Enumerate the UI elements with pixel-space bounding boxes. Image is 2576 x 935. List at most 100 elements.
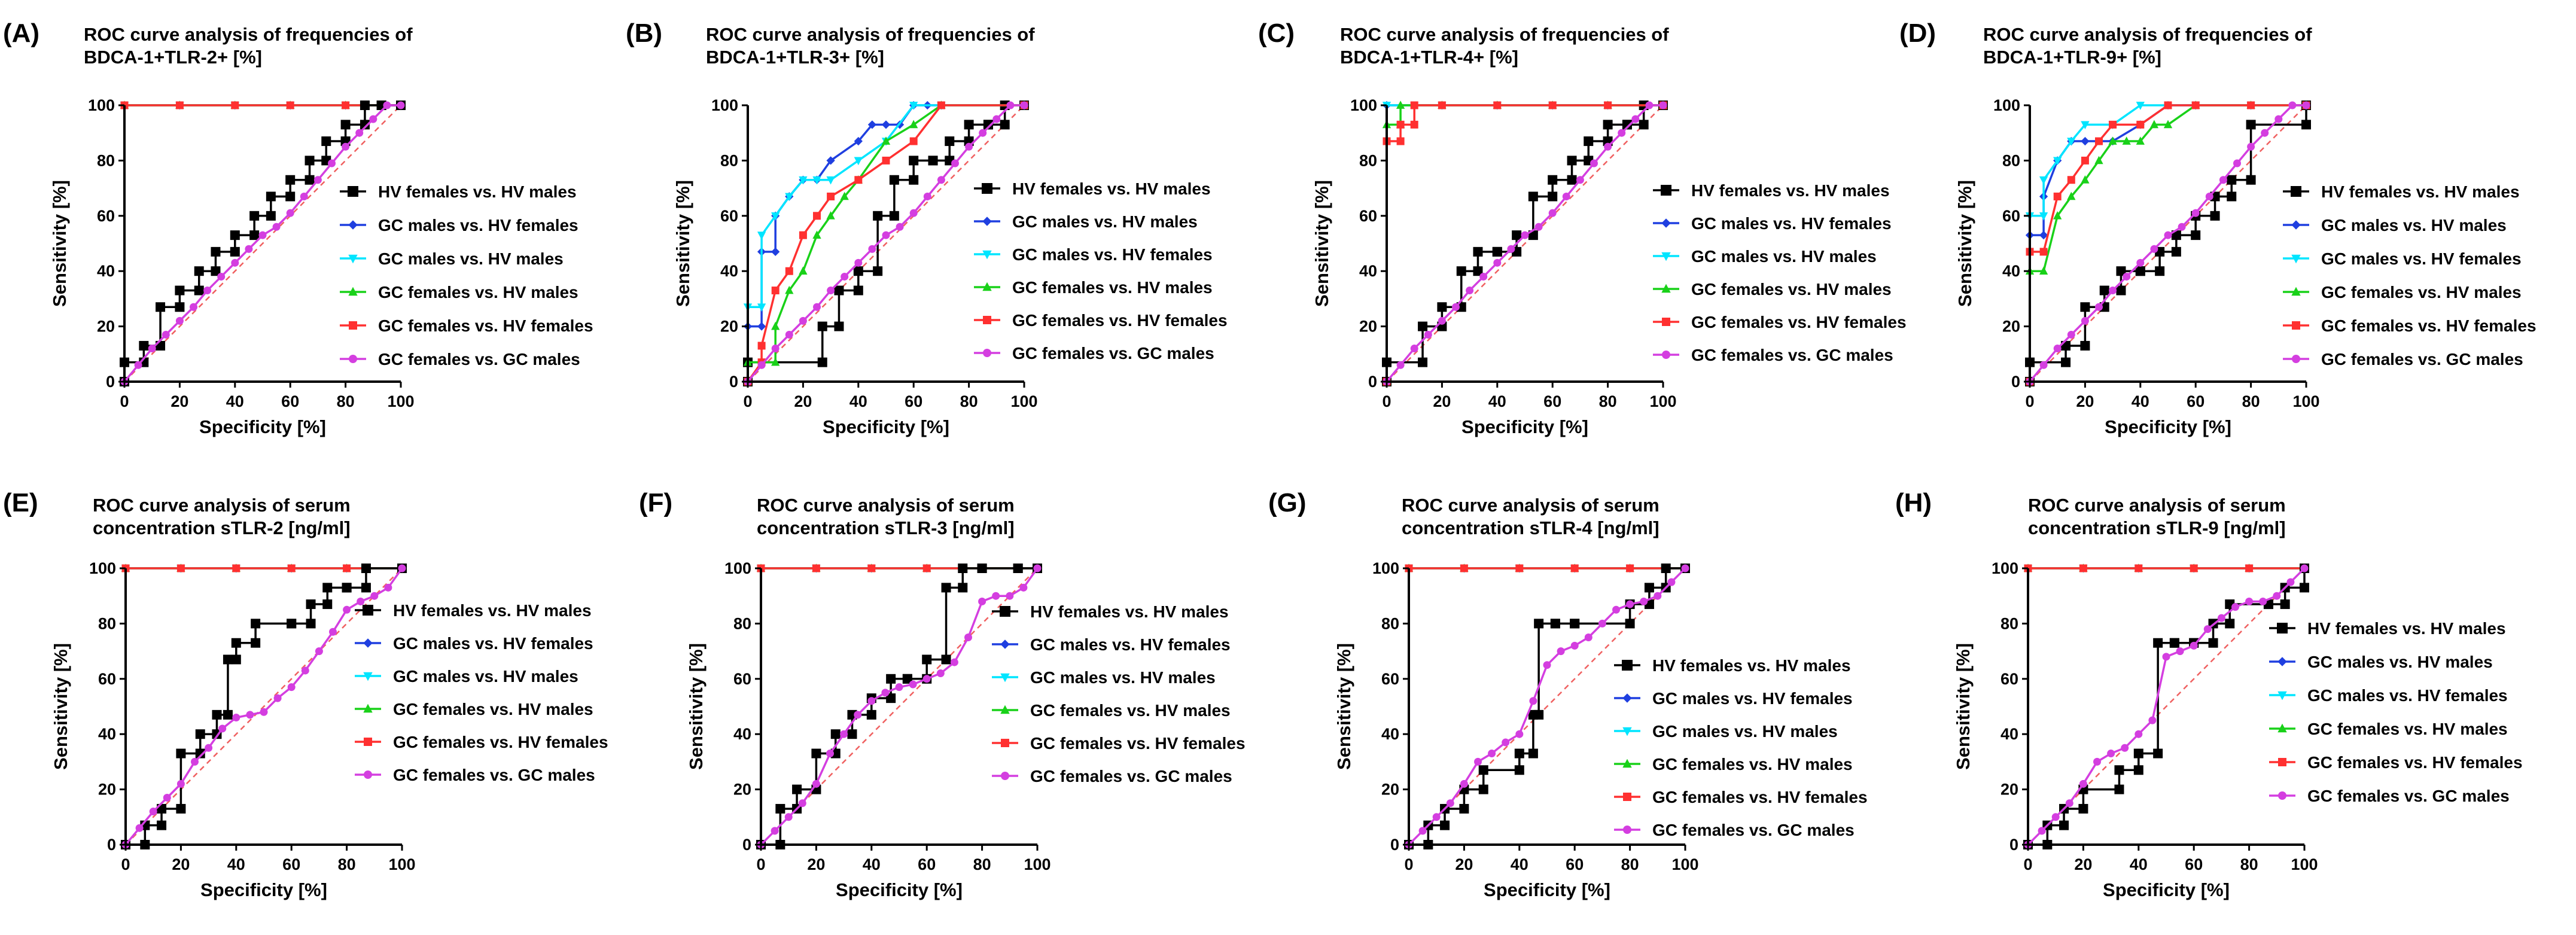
data-point xyxy=(1584,634,1593,641)
data-point xyxy=(1013,564,1023,573)
legend-item: GC males vs. HV females xyxy=(2283,249,2522,268)
x-tick-label: 0 xyxy=(743,392,752,410)
chart-title-line: ROC curve analysis of frequencies of xyxy=(706,24,1035,45)
data-point xyxy=(2051,813,2060,821)
x-tick-label: 100 xyxy=(1671,855,1698,873)
legend-item: GC females vs. HV females xyxy=(992,734,1246,753)
y-tick-label: 100 xyxy=(1992,559,2018,577)
data-point xyxy=(190,303,197,311)
data-point xyxy=(342,142,350,151)
data-point xyxy=(799,316,807,325)
y-tick-label: 100 xyxy=(1350,96,1377,114)
data-point xyxy=(249,211,260,221)
data-point xyxy=(813,303,821,311)
data-point xyxy=(134,361,142,369)
panel-label: (A) xyxy=(3,19,39,48)
data-point xyxy=(868,245,876,253)
data-point xyxy=(909,102,918,110)
data-point xyxy=(2148,716,2157,724)
data-point xyxy=(2302,101,2310,109)
data-point xyxy=(384,583,392,592)
chart-title-line: ROC curve analysis of frequencies of xyxy=(1340,24,1669,45)
data-point xyxy=(2053,345,2062,353)
data-point xyxy=(1645,101,1654,109)
data-point xyxy=(945,136,955,147)
legend-label: GC females vs. HV females xyxy=(1691,313,1907,331)
legend-swatch-marker xyxy=(1662,351,1670,359)
roc-panel-g: (G) ROC curve analysis of serumconcentrat… xyxy=(1268,488,1868,900)
data-point xyxy=(266,191,276,202)
data-point xyxy=(854,136,863,146)
data-point xyxy=(813,212,821,220)
panel-label: (H) xyxy=(1895,488,1932,517)
data-point xyxy=(2135,266,2145,276)
data-point xyxy=(941,583,951,593)
data-point xyxy=(909,209,918,217)
legend-swatch-marker xyxy=(363,703,373,713)
data-point xyxy=(771,357,780,366)
legend-swatch-marker xyxy=(2277,623,2288,634)
x-tick-label: 60 xyxy=(282,855,300,873)
data-point xyxy=(2039,230,2048,240)
legend-item: GC females vs. GC males xyxy=(2283,350,2523,368)
data-point xyxy=(1478,765,1488,775)
data-point xyxy=(2067,330,2075,339)
data-point xyxy=(909,120,918,129)
y-tick-label: 0 xyxy=(742,836,751,854)
x-axis-title: Specificity [%] xyxy=(2105,416,2231,437)
data-point xyxy=(965,142,973,151)
data-point xyxy=(2191,230,2201,240)
data-point xyxy=(941,654,951,665)
data-point xyxy=(1626,564,1634,572)
series-line xyxy=(747,104,1024,382)
data-point xyxy=(361,564,371,573)
legend-swatch-marker xyxy=(2278,758,2286,766)
data-point xyxy=(1502,738,1510,747)
data-point xyxy=(847,729,857,739)
data-point xyxy=(306,619,316,629)
legend: HV females vs. HV males GC males vs. HV f… xyxy=(355,601,608,784)
data-point xyxy=(305,156,315,166)
data-point xyxy=(2067,191,2076,200)
data-point xyxy=(223,654,233,665)
data-point xyxy=(950,658,958,666)
data-point xyxy=(1557,647,1565,656)
x-tick-label: 40 xyxy=(863,855,881,873)
legend-swatch-marker xyxy=(1000,639,1010,649)
data-point xyxy=(2095,137,2103,145)
data-point xyxy=(1644,583,1654,593)
data-point xyxy=(176,748,186,759)
data-point xyxy=(322,599,333,610)
data-point xyxy=(922,654,932,665)
y-tick-label: 60 xyxy=(2000,670,2018,688)
data-point xyxy=(812,779,820,788)
data-point xyxy=(826,176,835,185)
legend-item: HV females vs. HV males xyxy=(1614,656,1851,675)
legend-label: GC males vs. HV males xyxy=(1030,668,1216,687)
data-point xyxy=(757,361,766,369)
y-tick-label: 40 xyxy=(733,725,751,743)
data-point xyxy=(1576,176,1584,184)
data-point xyxy=(1000,120,1010,130)
y-tick-label: 20 xyxy=(1381,781,1399,799)
data-point xyxy=(175,285,185,296)
data-point xyxy=(1514,765,1524,775)
x-tick-label: 40 xyxy=(2132,392,2149,410)
data-point xyxy=(2107,750,2115,758)
data-point xyxy=(2171,246,2181,257)
data-point xyxy=(882,156,890,165)
legend-label: HV females vs. HV males xyxy=(1652,656,1851,675)
data-point xyxy=(245,245,253,253)
y-tick-label: 60 xyxy=(97,207,115,225)
data-point xyxy=(2136,136,2145,145)
data-point xyxy=(1418,321,1428,331)
legend-label: GC females vs. GC males xyxy=(1691,346,1893,364)
legend-item: GC females vs. GC males xyxy=(992,767,1232,785)
data-point xyxy=(286,101,294,109)
data-point xyxy=(867,564,876,572)
data-point xyxy=(867,697,876,705)
data-point xyxy=(1622,120,1632,130)
data-point xyxy=(1661,564,1671,573)
x-tick-label: 60 xyxy=(918,855,936,873)
